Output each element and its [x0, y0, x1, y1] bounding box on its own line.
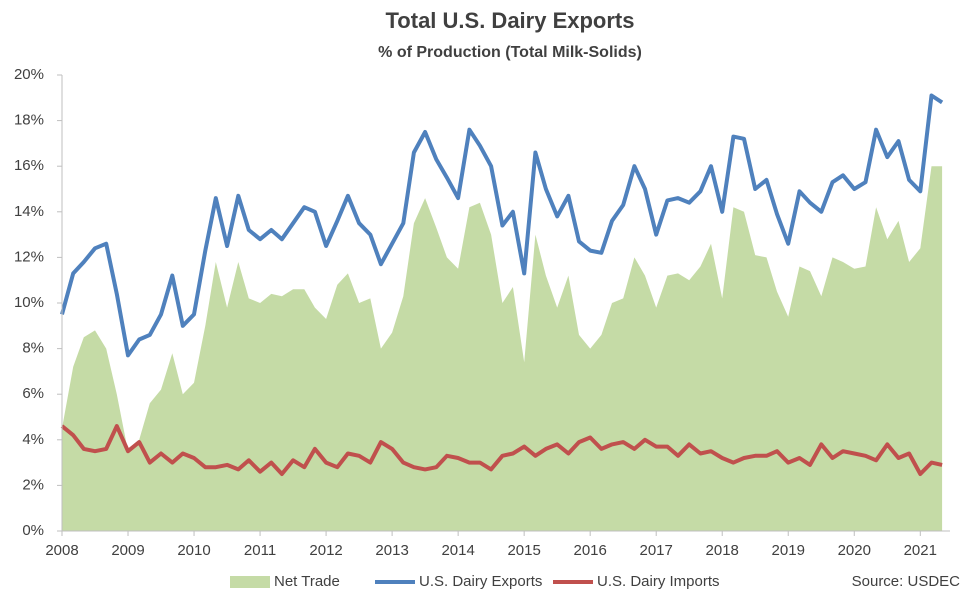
- legend-label: Net Trade: [274, 573, 340, 590]
- x-tick-label: 2017: [640, 542, 673, 559]
- x-tick-label: 2019: [772, 542, 805, 559]
- x-tick-label: 2016: [573, 542, 606, 559]
- y-tick-label: 12%: [14, 248, 44, 265]
- y-tick-label: 14%: [14, 203, 44, 220]
- y-tick-label: 6%: [22, 385, 44, 402]
- y-tick-label: 8%: [22, 340, 44, 357]
- source: Source: USDEC: [852, 573, 961, 590]
- y-tick-label: 4%: [22, 431, 44, 448]
- x-tick-label: 2009: [111, 542, 144, 559]
- x-tick-label: 2008: [45, 542, 78, 559]
- legend-label: U.S. Dairy Imports: [597, 573, 720, 590]
- y-tick-label: 16%: [14, 157, 44, 174]
- y-tick-label: 2%: [22, 476, 44, 493]
- y-tick-label: 20%: [14, 66, 44, 83]
- line: [60, 93, 944, 358]
- chart-subtitle: % of Production (Total Milk-Solids): [378, 44, 642, 61]
- x-tick-label: 2015: [507, 542, 540, 559]
- y-tick-label: 0%: [22, 522, 44, 539]
- x-tick-label: 2018: [706, 542, 739, 559]
- y-tick-label: 18%: [14, 112, 44, 129]
- line: [60, 424, 943, 476]
- y-tick-label: 10%: [14, 294, 44, 311]
- x-tick-label: 2013: [375, 542, 408, 559]
- x-tick-label: 2021: [904, 542, 937, 559]
- legend-label: U.S. Dairy Exports: [419, 573, 542, 590]
- x-tick-label: 2020: [838, 542, 871, 559]
- legend-swatch: [230, 576, 270, 588]
- chart-title: Total U.S. Dairy Exports: [386, 8, 635, 33]
- x-tick-label: 2014: [441, 542, 474, 559]
- x-tick-label: 2011: [244, 542, 276, 559]
- area: [62, 166, 943, 531]
- x-tick-label: 2010: [177, 542, 210, 559]
- x-tick-label: 2012: [309, 542, 342, 559]
